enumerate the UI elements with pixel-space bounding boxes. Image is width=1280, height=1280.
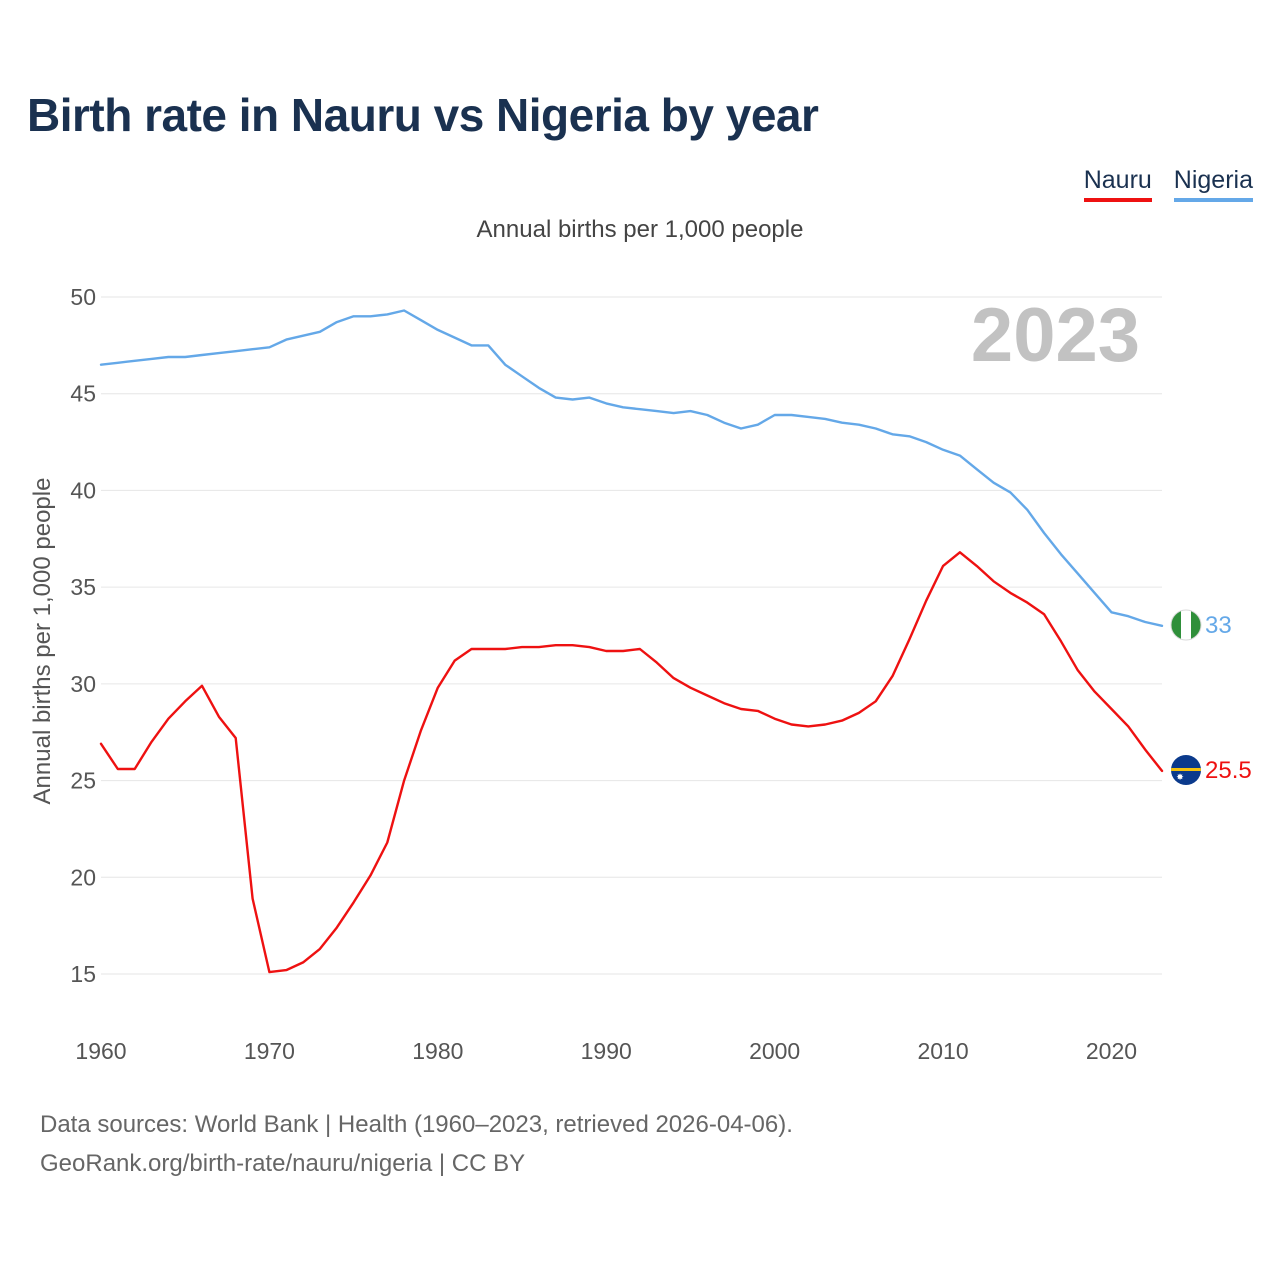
nauru-end-value: 25.5: [1205, 757, 1252, 784]
y-tick-label: 25: [70, 768, 96, 794]
x-tick-label: 1960: [75, 1038, 126, 1064]
year-watermark: 2023: [971, 293, 1140, 378]
y-tick-label: 15: [70, 961, 96, 987]
gridlines: [101, 296, 1162, 975]
nauru-flag-icon: ✸: [1171, 755, 1201, 785]
y-tick-label: 45: [70, 381, 96, 407]
legend-item-nigeria[interactable]: Nigeria: [1173, 166, 1253, 202]
x-tick-label: 1970: [244, 1038, 295, 1064]
x-tick-label: 1980: [412, 1038, 463, 1064]
series-line-nigeria[interactable]: [99, 309, 1164, 627]
x-tick-label: 2000: [749, 1038, 800, 1064]
y-tick-label: 35: [70, 574, 96, 600]
source-link[interactable]: GeoRank.org/birth-rate/nauru/nigeria | C…: [40, 1150, 526, 1177]
series-line-nauru[interactable]: [99, 551, 1164, 974]
y-tick-label: 20: [70, 864, 96, 890]
chart-subtitle: Annual births per 1,000 people: [476, 216, 804, 243]
y-tick-label: 50: [70, 284, 96, 310]
y-tick-label: 30: [70, 671, 96, 697]
end-markers: ✸: [1170, 609, 1202, 785]
x-tick-label: 2010: [917, 1038, 968, 1064]
series-lines: [99, 309, 1164, 974]
chart-title: Birth rate in Nauru vs Nigeria by year: [27, 89, 819, 141]
nigeria-flag-icon: [1170, 609, 1202, 641]
y-tick-label: 40: [70, 477, 96, 503]
legend-item-nauru[interactable]: Nauru: [1083, 166, 1152, 202]
y-axis-ticks: 15 20 25 30 35 40 45 50: [70, 284, 96, 987]
svg-text:✸: ✸: [1176, 773, 1184, 783]
y-axis-label: Annual births per 1,000 people: [29, 478, 56, 805]
nigeria-end-value: 33: [1205, 612, 1232, 639]
x-tick-label: 2020: [1086, 1038, 1137, 1064]
x-tick-label: 1990: [581, 1038, 632, 1064]
data-source-note: Data sources: World Bank | Health (1960–…: [40, 1111, 793, 1138]
x-axis-ticks: 1960 1970 1980 1990 2000 2010 2020: [75, 1038, 1137, 1064]
legend: Nauru Nigeria: [1083, 166, 1253, 202]
footer: Data sources: World Bank | Health (1960–…: [40, 1105, 793, 1183]
